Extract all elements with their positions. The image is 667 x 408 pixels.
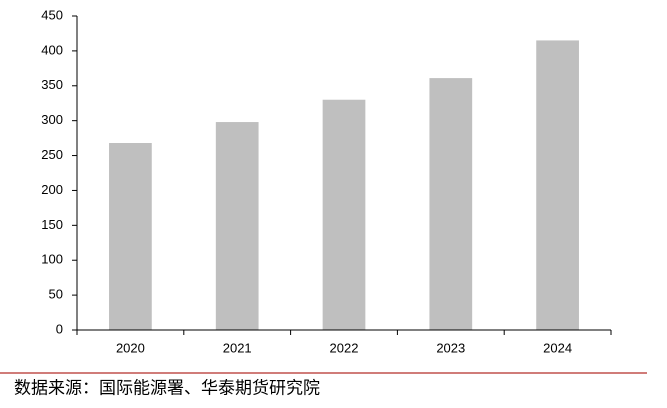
bar — [215, 122, 259, 330]
x-tick-label: 2022 — [330, 340, 359, 355]
y-tick-label: 100 — [41, 252, 63, 267]
x-tick-label: 2024 — [543, 340, 572, 355]
y-tick-label: 0 — [56, 321, 63, 336]
bar — [429, 78, 473, 330]
x-tick-label: 2023 — [436, 340, 465, 355]
source-note: 数据来源：国际能源署、华泰期货研究院 — [14, 378, 320, 397]
bar — [536, 40, 579, 331]
y-tick-label: 50 — [49, 287, 63, 302]
bar — [322, 99, 366, 330]
y-tick-label: 450 — [41, 7, 63, 22]
y-tick-label: 250 — [41, 147, 63, 162]
y-tick-label: 350 — [41, 77, 63, 92]
bar — [109, 142, 152, 330]
y-tick-label: 300 — [41, 112, 63, 127]
y-tick-label: 200 — [41, 182, 63, 197]
x-tick-label: 2020 — [116, 340, 145, 355]
x-tick-label: 2021 — [223, 340, 252, 355]
y-tick-label: 150 — [41, 217, 63, 232]
y-tick-label: 400 — [41, 42, 63, 57]
